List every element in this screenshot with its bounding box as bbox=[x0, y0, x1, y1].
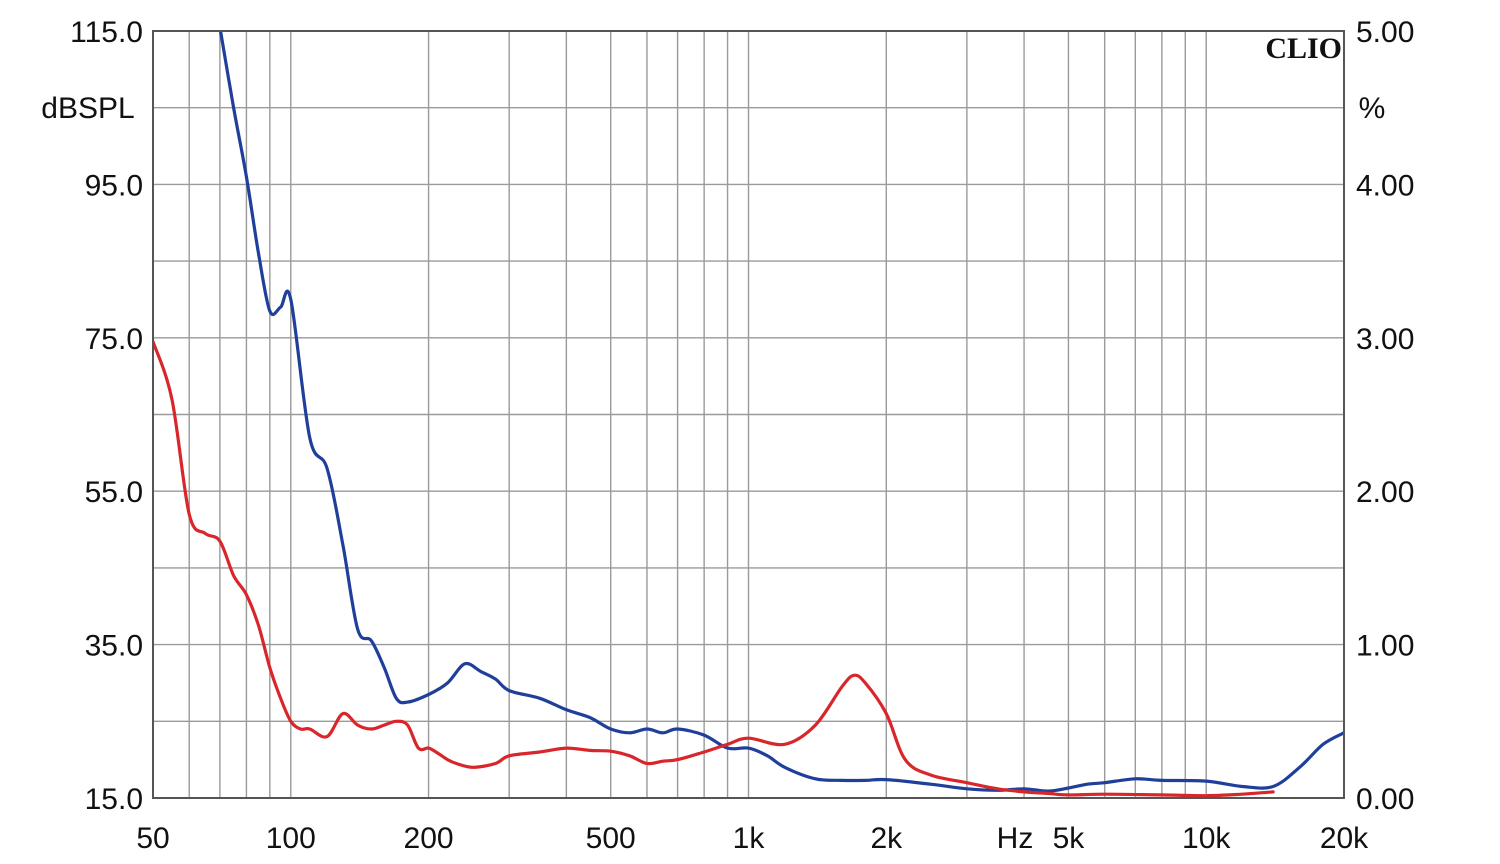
y-left-tick-label: 55.0 bbox=[85, 476, 143, 509]
series-line-1 bbox=[218, 31, 1344, 793]
series-layer bbox=[153, 31, 1344, 798]
x-tick-label: 2k bbox=[870, 822, 903, 855]
x-tick-label: 200 bbox=[404, 822, 454, 855]
y-left-tick-label: 35.0 bbox=[85, 630, 143, 663]
x-unit-label: Hz bbox=[997, 822, 1034, 855]
y-left-tick-label: 115.0 bbox=[70, 16, 143, 49]
y-right-unit-label: % bbox=[1359, 92, 1386, 125]
y-right-tick-label: 5.00 bbox=[1356, 16, 1414, 49]
y-left-unit-label: dBSPL bbox=[41, 92, 134, 125]
x-tick-label: 20k bbox=[1320, 822, 1369, 855]
y-left-tick-label: 15.0 bbox=[85, 783, 143, 816]
y-right-tick-label: 1.00 bbox=[1356, 630, 1414, 663]
x-tick-label: 1k bbox=[733, 822, 766, 855]
y-left-tick-label: 95.0 bbox=[85, 169, 143, 202]
x-tick-label: 10k bbox=[1182, 822, 1231, 855]
x-tick-label: 50 bbox=[136, 822, 169, 855]
tick-labels: 50 100 200 500 1k 2k 5k 10k 20k 115.0 95.0 75.0 55.0… bbox=[70, 16, 1414, 855]
y-left-tick-label: 75.0 bbox=[85, 323, 143, 356]
x-tick-label: 500 bbox=[586, 822, 636, 855]
x-tick-label: 100 bbox=[266, 822, 316, 855]
y-right-tick-label: 0.00 bbox=[1356, 783, 1414, 816]
plot-frame bbox=[152, 30, 1345, 799]
grid bbox=[153, 31, 1344, 798]
y-right-tick-label: 4.00 bbox=[1356, 169, 1414, 202]
x-tick-label: 5k bbox=[1053, 822, 1086, 855]
series-line-2 bbox=[153, 340, 1275, 798]
brand-logo: CLIO bbox=[1265, 32, 1342, 65]
y-right-tick-label: 2.00 bbox=[1356, 476, 1414, 509]
y-right-tick-label: 3.00 bbox=[1356, 323, 1414, 356]
